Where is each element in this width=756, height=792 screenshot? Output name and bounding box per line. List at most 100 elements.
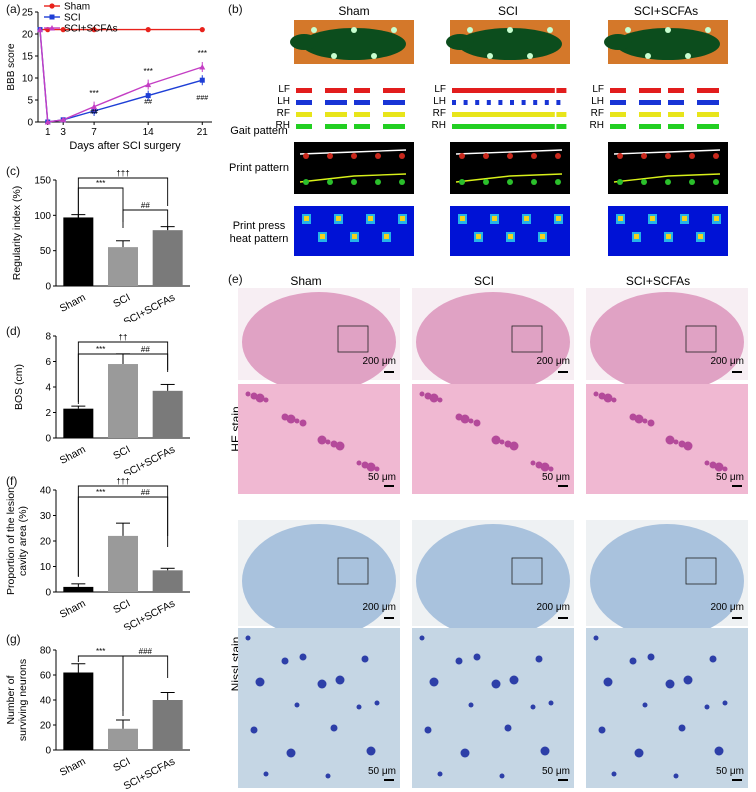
- gait-bar: [610, 100, 626, 105]
- x-tick-label: SCI+SCFAs: [122, 755, 177, 792]
- print-spot: [531, 179, 537, 185]
- gait-bar: [668, 112, 684, 117]
- cell: [374, 700, 380, 706]
- gait-bar: [296, 124, 312, 129]
- heat-core: [368, 216, 373, 221]
- gait-bar: [697, 100, 719, 105]
- y-tick-label: 0: [27, 118, 33, 129]
- cell: [499, 773, 505, 779]
- paw-label: RH: [590, 120, 604, 131]
- y-tick-label: 50: [40, 246, 52, 257]
- y-tick-label: 4: [45, 383, 51, 394]
- paw-label: RF: [591, 108, 604, 119]
- b-col-sci: SCI: [497, 4, 518, 18]
- x-tick-label: Sham: [58, 291, 88, 315]
- print-line-front: [299, 149, 407, 155]
- x-tick-label: SCI+SCFAs: [122, 597, 177, 630]
- tissue-section: [416, 292, 570, 392]
- cell: [678, 724, 686, 732]
- gait-bar: [383, 100, 405, 105]
- cell: [286, 748, 296, 758]
- y-tick-label: 10: [22, 74, 34, 85]
- histo-tile: [586, 628, 748, 788]
- paw-label: LH: [591, 96, 604, 107]
- cell: [673, 773, 679, 779]
- rat-marker: [311, 27, 317, 33]
- sig-label: †††: [116, 169, 129, 178]
- scale-label: 50 μm: [368, 472, 396, 483]
- cell: [530, 460, 536, 466]
- legend-marker: [49, 14, 55, 20]
- print-line-hind: [455, 173, 563, 183]
- print-spot: [375, 153, 381, 159]
- y-tick-label: 0: [45, 434, 51, 445]
- print-spot: [617, 153, 623, 159]
- b-row-heat: Print press heat pattern: [229, 220, 289, 245]
- lesion-bar-chart: 0 10 20 30 40 Proportion of the lesion cavity …: [5, 477, 190, 630]
- cell: [473, 419, 481, 427]
- gait-bar: [544, 100, 549, 105]
- heat-core: [476, 234, 481, 239]
- y-tick-label: 60: [40, 671, 52, 682]
- print-spot: [303, 153, 309, 159]
- y-tick-label: 0: [45, 588, 51, 599]
- y-axis-label: surviving neurons: [17, 659, 29, 741]
- cell: [629, 657, 637, 665]
- cell: [299, 419, 307, 427]
- heat-core: [508, 234, 513, 239]
- print-spot: [399, 179, 405, 185]
- cell: [611, 397, 617, 403]
- cell: [437, 397, 443, 403]
- gait-bar: [452, 100, 456, 105]
- cell: [294, 702, 300, 708]
- cell: [504, 724, 512, 732]
- rat-head: [290, 34, 318, 50]
- cell: [335, 675, 345, 685]
- rat-marker: [547, 27, 553, 33]
- b-row-gait: Gait pattern: [230, 125, 288, 137]
- x-tick-label: SCI: [111, 597, 132, 616]
- gait-bar: [668, 88, 684, 93]
- y-axis-label: Regularity index (%): [11, 186, 23, 281]
- cell: [419, 391, 425, 397]
- heat-core: [400, 216, 405, 221]
- y-axis-label: cavity area (%): [17, 506, 29, 576]
- sig-label: ††: [119, 333, 128, 342]
- series-line-1: [39, 29, 203, 123]
- sig-hash: ##: [90, 109, 98, 116]
- legend-marker: [49, 25, 55, 31]
- sig-hash: ##: [144, 99, 152, 106]
- panel-label-e: (e): [228, 272, 243, 286]
- scfa-point: [37, 26, 43, 33]
- sig-label: ##: [141, 345, 150, 354]
- cell: [722, 466, 728, 472]
- paw-label: LF: [434, 84, 446, 95]
- y-tick-label: 20: [22, 30, 34, 41]
- print-spot: [531, 153, 537, 159]
- y-axis-label: BOS (cm): [13, 364, 25, 410]
- y-tick-label: 0: [45, 746, 51, 757]
- cell: [325, 773, 331, 779]
- gait-bar: [639, 100, 661, 105]
- bar-2: [152, 230, 183, 286]
- cell: [424, 726, 432, 734]
- rat-marker: [625, 27, 631, 33]
- panel-label-d: (d): [6, 324, 21, 338]
- scale-label: 200 μm: [710, 356, 744, 367]
- y-axis-label: Number of: [5, 675, 17, 724]
- b-row-print: Print pattern: [229, 162, 289, 174]
- cell: [468, 702, 474, 708]
- heat-bg: [294, 206, 414, 256]
- heat-core: [320, 234, 325, 239]
- rat-body: [458, 28, 562, 60]
- histology-panel: Sham SCI SCI+SCFAs HE stain Nissl stain …: [228, 272, 756, 792]
- rat-marker: [351, 27, 357, 33]
- sig-label: ###: [139, 647, 153, 656]
- gait-bar: [697, 112, 719, 117]
- y-tick-label: 40: [40, 696, 52, 707]
- cell: [593, 391, 599, 397]
- scale-label: 200 μm: [362, 602, 396, 613]
- y-tick-label: 150: [34, 176, 51, 187]
- cell: [325, 439, 331, 445]
- sig-bracket: [77, 341, 169, 402]
